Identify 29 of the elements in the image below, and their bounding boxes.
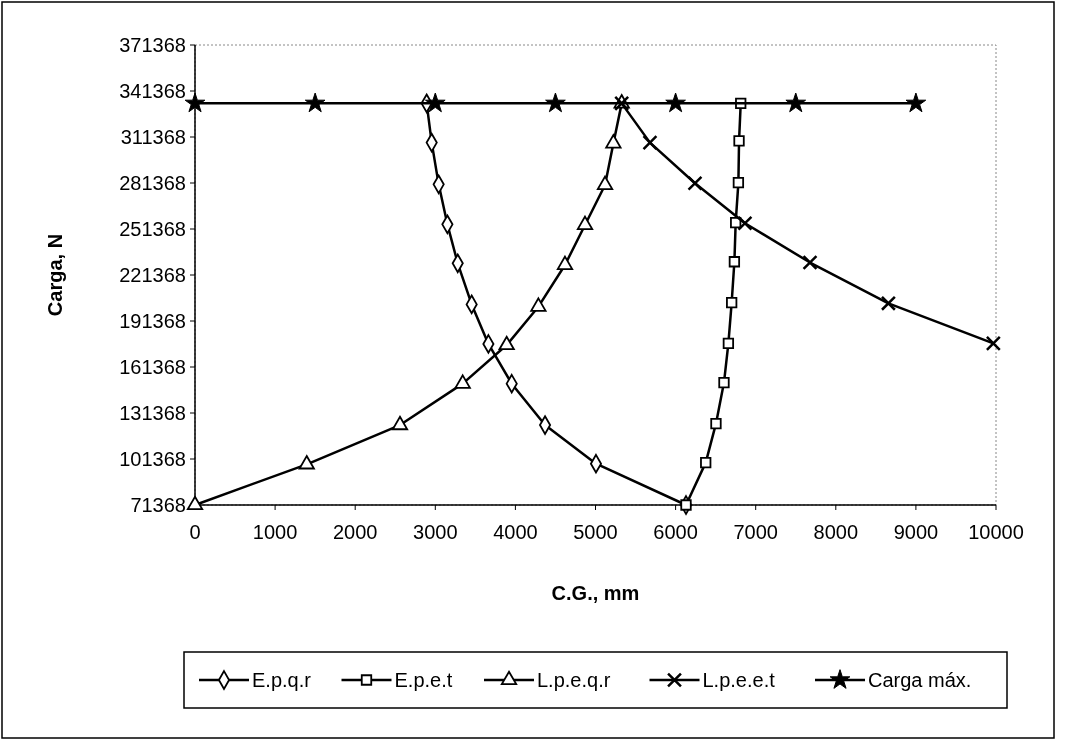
x-tick-label: 7000 — [733, 521, 778, 543]
y-tick-label: 281368 — [119, 172, 186, 194]
x-tick-label: 0 — [189, 521, 201, 543]
x-tick-label: 4000 — [493, 521, 538, 543]
legend-label: L.p.e.q.r — [537, 669, 611, 691]
x-tick-label: 10000 — [968, 521, 1024, 543]
x-tick-label: 9000 — [893, 521, 939, 543]
y-tick-label: 341368 — [119, 80, 186, 102]
legend-label: E.p.e.t — [394, 669, 453, 691]
x-tick-label: 1000 — [252, 521, 298, 543]
y-tick-label: 251368 — [119, 218, 186, 240]
x-tick-label: 5000 — [573, 521, 618, 543]
y-tick-label: 161368 — [119, 356, 186, 378]
y-tick-label: 371368 — [119, 34, 186, 56]
x-tick-label: 3000 — [413, 521, 458, 543]
x-tick-label: 2000 — [332, 521, 378, 543]
y-tick-label: 101368 — [119, 448, 186, 470]
legend-label: E.p.q.r — [252, 669, 312, 691]
y-tick-label: 311368 — [120, 126, 186, 148]
legend-label: Carga máx. — [868, 669, 972, 691]
y-axis-title: Carga, N — [44, 233, 66, 317]
y-tick-label: 71368 — [130, 494, 186, 516]
y-tick-label: 221368 — [119, 264, 186, 286]
y-tick-label: 191368 — [119, 310, 186, 332]
x-axis-title: C.G., mm — [551, 582, 640, 604]
x-tick-label: 8000 — [813, 521, 859, 543]
x-tick-label: 6000 — [653, 521, 698, 543]
legend-label: L.p.e.e.t — [702, 669, 776, 691]
y-tick-label: 131368 — [119, 402, 186, 424]
